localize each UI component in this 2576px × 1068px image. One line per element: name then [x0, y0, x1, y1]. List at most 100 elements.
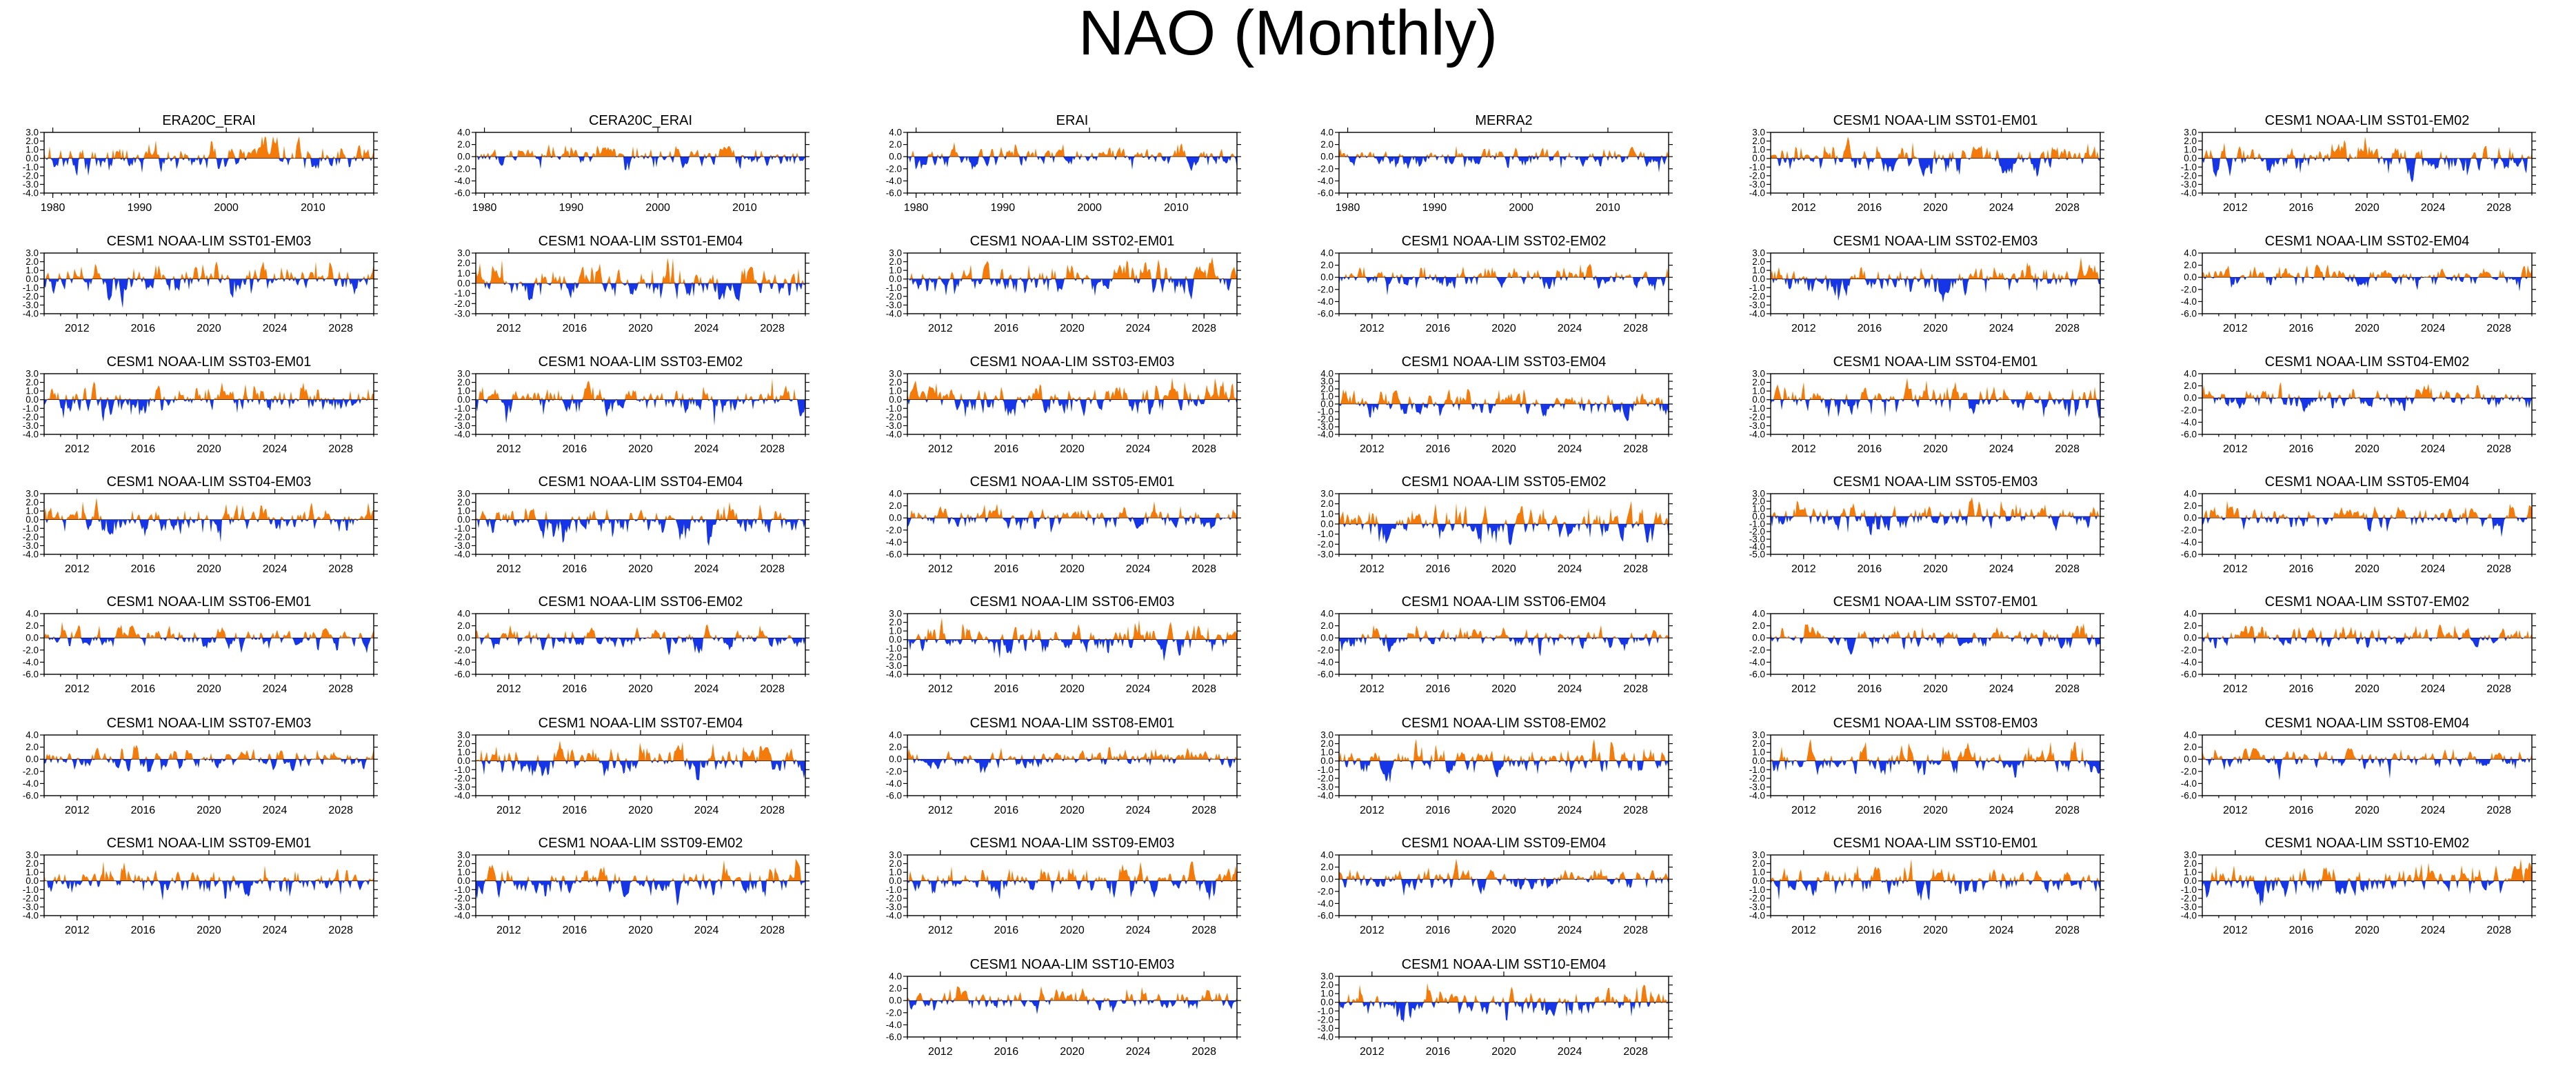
y-tick-label: -3.0 [23, 541, 39, 551]
y-tick-label: 1.0 [26, 265, 39, 276]
plot-frame [43, 613, 374, 675]
y-tick-label: 1.0 [26, 386, 39, 396]
y-tick-label: 2.0 [889, 858, 902, 869]
y-tick-label: -1.0 [454, 288, 470, 299]
x-tick-label: 2016 [2289, 563, 2314, 575]
positive-anomaly-area [44, 381, 374, 400]
x-tick-label: 2024 [1989, 323, 2014, 334]
x-tick-label: 2012 [65, 925, 90, 936]
plot-frame [2202, 132, 2533, 194]
negative-anomaly-area [44, 880, 374, 901]
x-tick-label: 2016 [1426, 1046, 1451, 1058]
positive-anomaly-area [2202, 858, 2532, 881]
x-tick-label: 2028 [2486, 805, 2511, 816]
y-tick-label: 3.0 [1320, 971, 1334, 982]
x-tick-label: 2020 [628, 563, 653, 575]
x-tick-label: 2028 [760, 805, 785, 816]
y-tick-label: 0.0 [889, 513, 902, 523]
y-tick-label: 4.0 [889, 489, 902, 499]
y-tick-label: -4.0 [2181, 911, 2197, 921]
x-tick-label: 2012 [928, 805, 953, 816]
y-tick-label: 0.0 [2184, 393, 2197, 403]
y-tick-label: 4.0 [26, 730, 39, 740]
y-tick-label: -6.0 [454, 669, 470, 680]
x-tick-label: 2020 [197, 443, 221, 455]
y-tick-label: -3.0 [454, 309, 470, 319]
y-tick-label: -4.0 [1318, 898, 1334, 909]
x-tick-label: 2020 [1060, 563, 1085, 575]
panel-23: CESM1 NOAA-LIM SST05-EM03 3.02.01.00.0-1.… [1749, 474, 2104, 575]
y-tick-label: 4.0 [1320, 850, 1334, 860]
y-tick-label: 2.0 [1320, 980, 1334, 990]
x-tick-label: 2028 [2486, 323, 2511, 334]
y-tick-label: -2.0 [1318, 1014, 1334, 1025]
y-tick-label: -1.0 [1318, 529, 1334, 539]
y-tick-label: 3.0 [889, 369, 902, 379]
plot-frame [43, 734, 374, 796]
positive-anomaly-area [1339, 389, 1669, 404]
panel-title: CESM1 NOAA-LIM SST09-EM02 [539, 836, 743, 851]
negative-anomaly-area [44, 279, 374, 308]
negative-anomaly-area [2202, 518, 2532, 537]
y-tick-label: -4.0 [1318, 296, 1334, 307]
y-tick-label: 4.0 [1752, 609, 1765, 619]
y-tick-label: -4.0 [23, 309, 39, 319]
x-tick-label: 2020 [1923, 443, 1948, 455]
panel-title: CESM1 NOAA-LIM SST03-EM04 [1402, 354, 1607, 370]
x-tick-label: 2020 [1060, 323, 1085, 334]
y-tick-label: -3.0 [1749, 902, 1765, 912]
y-tick-label: -6.0 [886, 188, 902, 199]
x-tick-label: 2012 [496, 925, 521, 936]
y-tick-label: -3.0 [1749, 179, 1765, 190]
positive-anomaly-area [44, 861, 374, 881]
x-tick-label: 2016 [2289, 683, 2314, 695]
y-tick-label: 4.0 [889, 730, 902, 740]
x-tick-label: 2028 [760, 925, 785, 936]
y-tick-label: 0.0 [2184, 272, 2197, 283]
y-tick-label: 2.0 [457, 258, 470, 268]
y-tick-label: 2.0 [1752, 738, 1765, 749]
y-tick-label: -4.0 [1749, 911, 1765, 921]
negative-anomaly-area [2202, 277, 2532, 292]
y-tick-label: -2.0 [886, 766, 902, 776]
y-tick-label: 2.0 [26, 377, 39, 387]
y-tick-label: -4.0 [2181, 296, 2197, 307]
positive-anomaly-area [476, 858, 805, 881]
page-title: NAO (Monthly) [1078, 0, 1498, 68]
y-tick-label: -1.0 [23, 885, 39, 895]
x-tick-label: 2016 [563, 805, 587, 816]
x-tick-label: 2024 [263, 323, 288, 334]
y-tick-label: -4.0 [1749, 309, 1765, 319]
positive-anomaly-area [44, 497, 374, 520]
y-tick-label: 1.0 [26, 867, 39, 878]
y-tick-label: -1.0 [1749, 283, 1765, 293]
x-tick-label: 2020 [1491, 925, 1516, 936]
x-tick-label: 2024 [1989, 563, 2014, 575]
x-tick-label: 2016 [1858, 805, 1882, 816]
x-tick-label: 2012 [65, 805, 90, 816]
negative-anomaly-area [2202, 759, 2532, 781]
y-tick-label: -6.0 [1318, 669, 1334, 680]
panel-29: CESM1 NOAA-LIM SST07-EM01 4.0 2.0 0.0 -2.0 -4… [1749, 594, 2104, 695]
x-tick-label: 2028 [328, 805, 353, 816]
x-tick-label: 2028 [328, 443, 353, 455]
negative-anomaly-area [907, 1000, 1237, 1015]
x-tick-label: 2010 [1164, 202, 1189, 214]
positive-anomaly-area [2202, 382, 2532, 399]
x-tick-label: 2020 [1491, 683, 1516, 695]
panel-title: CESM1 NOAA-LIM SST01-EM03 [107, 234, 312, 249]
y-tick-label: -2.0 [2181, 405, 2197, 415]
positive-anomaly-area [44, 136, 374, 159]
x-tick-label: 2016 [1426, 683, 1451, 695]
x-tick-label: 2028 [2486, 925, 2511, 936]
y-tick-label: -3.0 [2181, 902, 2197, 912]
y-tick-label: -3.0 [454, 782, 470, 792]
y-tick-label: -4.0 [2181, 537, 2197, 547]
x-tick-label: 2028 [1623, 683, 1648, 695]
y-tick-label: 0.0 [1320, 519, 1334, 530]
x-tick-label: 2012 [2223, 563, 2248, 575]
y-tick-label: 2.0 [2184, 136, 2197, 146]
y-tick-label: -1.0 [1749, 519, 1765, 530]
y-tick-label: -2.0 [1318, 645, 1334, 655]
panel-title: CESM1 NOAA-LIM SST05-EM02 [1402, 474, 1607, 490]
